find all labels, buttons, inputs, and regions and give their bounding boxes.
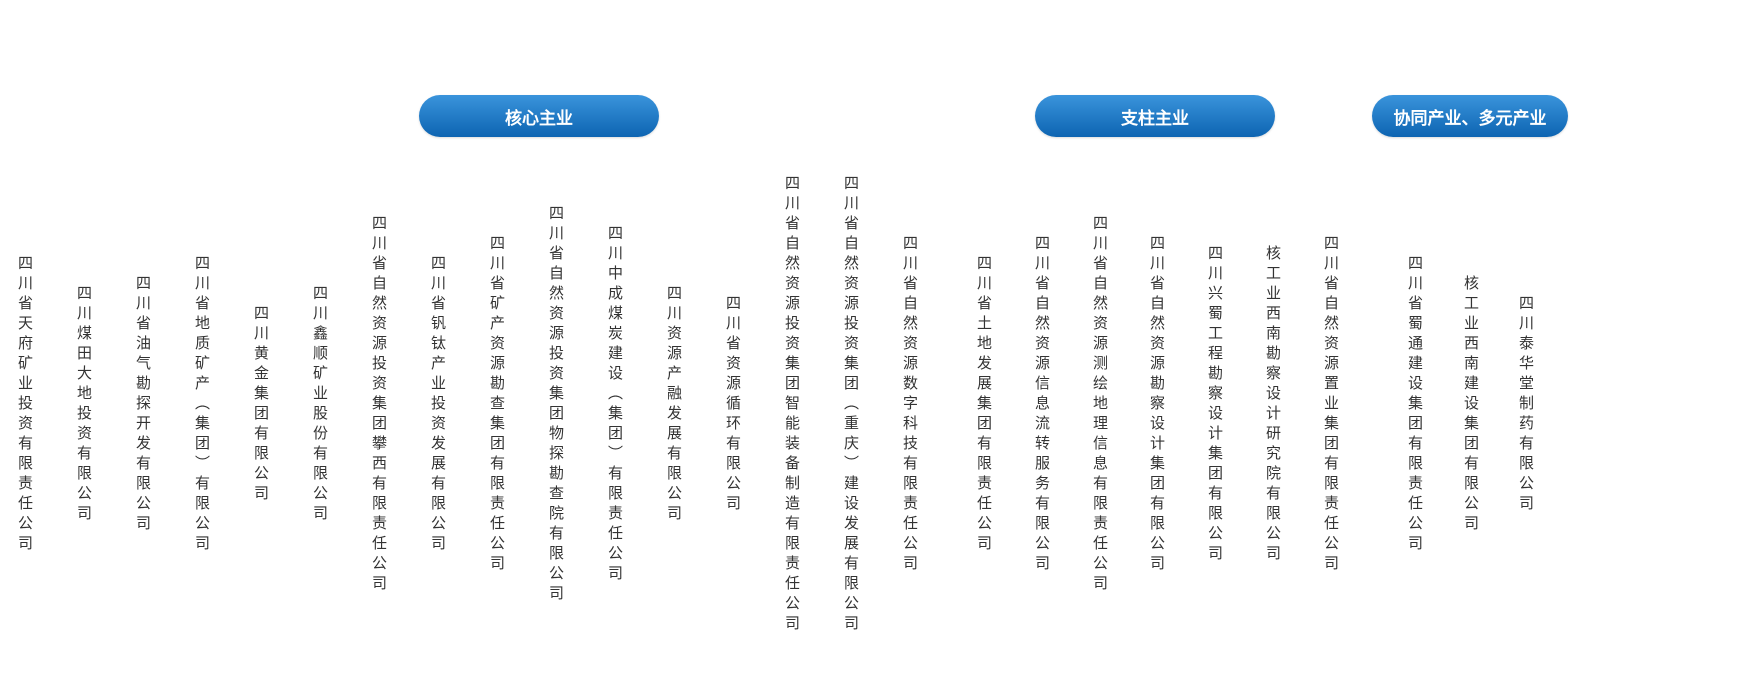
company-name: 四川省自然资源勘察设计集团有限公司: [1148, 235, 1166, 575]
company-name: 四川煤田大地投资有限公司: [75, 285, 93, 525]
company-name: 四川黄金集团有限公司: [252, 305, 270, 505]
company-name: 四川省自然资源数字科技有限责任公司: [901, 235, 919, 575]
company-name: 四川省油气勘探开发有限公司: [134, 275, 152, 535]
company-name: 四川省自然资源测绘地理信息有限责任公司: [1091, 215, 1109, 595]
company-name: 四川省自然资源投资集团（重庆）建设发展有限公司: [842, 175, 860, 635]
company-name: 四川省矿产资源勘查集团有限责任公司: [488, 235, 506, 575]
company-name: 四川中成煤炭建设（集团）有限责任公司: [606, 225, 624, 585]
company-name: 四川省自然资源投资集团攀西有限责任公司: [370, 215, 388, 595]
company-name: 四川资源产融发展有限公司: [665, 285, 683, 525]
company-name: 四川省钒钛产业投资发展有限公司: [429, 255, 447, 555]
company-name: 四川省自然资源置业集团有限责任公司: [1322, 235, 1340, 575]
company-name: 四川省资源循环有限公司: [724, 295, 742, 515]
company-name: 四川省自然资源信息流转服务有限公司: [1033, 235, 1051, 575]
company-name: 四川省土地发展集团有限责任公司: [975, 255, 993, 555]
company-name: 核工业西南建设集团有限公司: [1462, 275, 1480, 535]
company-name: 四川省自然资源投资集团物探勘查院有限公司: [547, 205, 565, 605]
company-name: 四川省蜀通建设集团有限责任公司: [1406, 255, 1424, 555]
category-core-business: 核心主业: [419, 95, 659, 137]
company-name: 核工业西南勘察设计研究院有限公司: [1264, 245, 1282, 565]
company-name: 四川省地质矿产（集团）有限公司: [193, 255, 211, 555]
company-name: 四川泰华堂制药有限公司: [1517, 295, 1535, 515]
company-name: 四川兴蜀工程勘察设计集团有限公司: [1206, 245, 1224, 565]
company-name: 四川省自然资源投资集团智能装备制造有限责任公司: [783, 175, 801, 635]
category-pillar-business: 支柱主业: [1035, 95, 1275, 137]
category-synergy-diversified: 协同产业、多元产业: [1372, 95, 1568, 137]
company-name: 四川鑫顺矿业股份有限公司: [311, 285, 329, 525]
company-name: 四川省天府矿业投资有限责任公司: [16, 255, 34, 555]
